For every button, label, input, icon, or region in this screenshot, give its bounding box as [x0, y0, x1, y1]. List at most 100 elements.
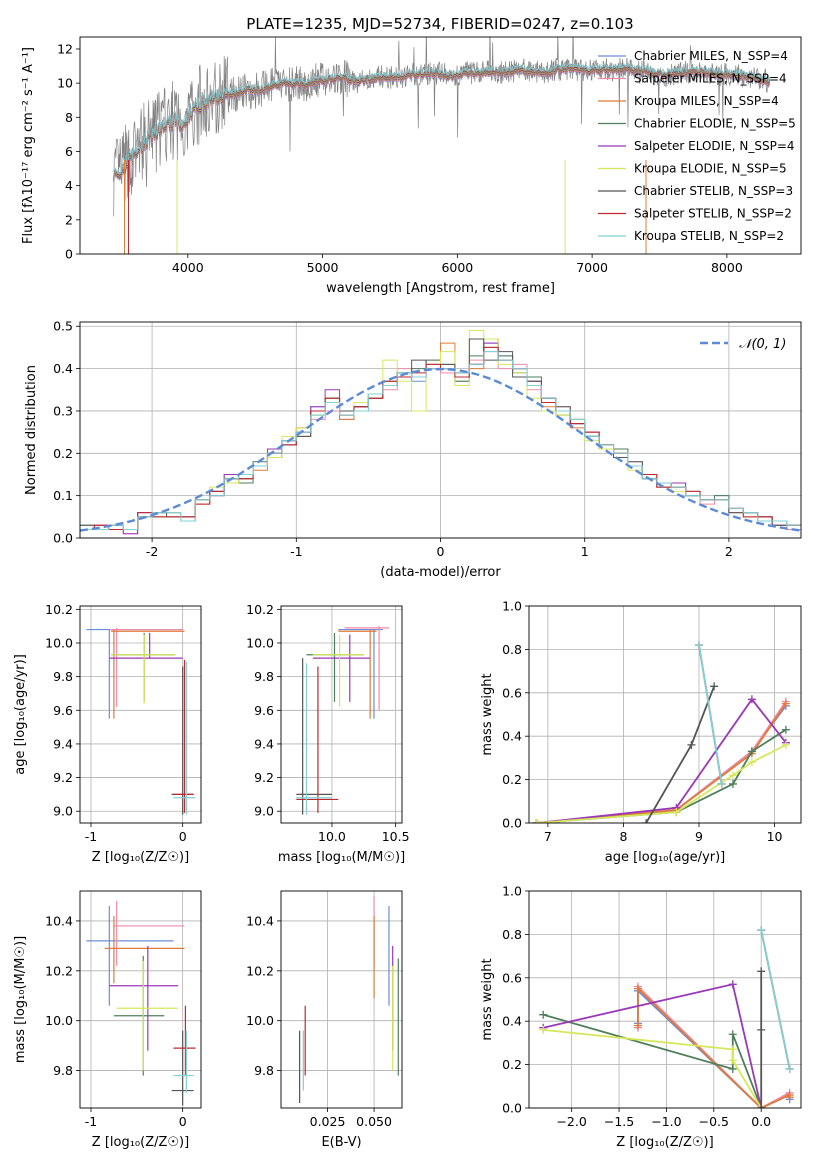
legend-label: Chabrier ELODIE, N_SSP=5 — [634, 117, 796, 131]
y-tick-label: 10.0 — [45, 1013, 73, 1028]
legend-label: Salpeter MILES, N_SSP=4 — [634, 72, 787, 86]
weight-marker — [757, 1104, 766, 1108]
weight-marker — [728, 1064, 737, 1073]
y-tick-label: 10.0 — [45, 636, 73, 651]
weight-line — [536, 703, 787, 823]
legend-label: Chabrier STELIB, N_SSP=3 — [634, 184, 793, 198]
y-tick-label: 6 — [65, 144, 73, 159]
x-tick-label: -1 — [290, 544, 302, 559]
plot-area — [86, 900, 196, 1106]
y-tick-label: 0.4 — [53, 361, 73, 376]
x-axis-label: Z [log₁₀(Z/Z☉)] — [92, 1135, 189, 1150]
legend-label: Kroupa MILES, N_SSP=4 — [634, 94, 779, 108]
y-tick-label: 0.8 — [502, 927, 522, 942]
y-tick-label: 9.0 — [53, 804, 73, 819]
y-tick-label: 9.8 — [254, 669, 274, 684]
weight-marker — [781, 725, 790, 734]
y-tick-label: 2 — [65, 212, 73, 227]
panel-mass-vs-z: -1 0 9.8 10.0 10.2 10.4 Z [log₁₀(Z/Z☉)] mass [l… — [13, 890, 202, 1150]
y-tick-label: 9.2 — [254, 770, 274, 785]
y-axis-label: age [log₁₀(age/yr)] — [13, 654, 28, 775]
figure-title: PLATE=1235, MJD=52734, FIBERID=0247, z=0… — [246, 15, 633, 33]
y-tick-label: 0.1 — [53, 488, 73, 503]
y-tick-label: 10 — [57, 76, 73, 91]
y-tick-label: 0.2 — [53, 446, 73, 461]
x-tick-label: 8000 — [711, 260, 743, 275]
weight-marker — [757, 1025, 766, 1034]
x-axis-label: (data-model)/error — [380, 565, 501, 580]
panel-age-vs-z: -1 0 9.0 9.2 9.4 9.6 9.8 10.0 10.2 Z [log₁₀(Z/Z☉)… — [13, 602, 202, 865]
weight-marker — [785, 1093, 794, 1102]
y-axis-label: mass weight — [480, 958, 495, 1040]
plot-area — [539, 926, 794, 1108]
legend: 𝒩(0, 1) — [700, 337, 786, 352]
weight-marker — [633, 1021, 642, 1030]
y-tick-label: 10.0 — [246, 1013, 274, 1028]
y-tick-label: 0.2 — [502, 772, 522, 787]
y-tick-label: 10.4 — [45, 913, 73, 928]
y-tick-label: 0.0 — [502, 1101, 522, 1116]
y-tick-label: 10.2 — [246, 963, 274, 978]
panel-age-vs-mass: 10.0 10.5 9.0 9.2 9.4 9.6 9.8 10.0 10.2 mass [log… — [246, 602, 409, 865]
weight-line — [536, 697, 787, 823]
y-tick-label: 1.0 — [502, 599, 522, 614]
x-tick-label: 10.5 — [382, 829, 410, 844]
weight-line — [760, 929, 791, 1070]
weight-marker — [747, 695, 756, 704]
y-tick-label: 0 — [65, 247, 73, 262]
legend-label: Chabrier MILES, N_SSP=4 — [634, 49, 788, 63]
panel-residuals: -2 -1 0 1 2 0.0 0.1 0.2 0.3 0.4 0.5 (data-model)/er… — [24, 319, 802, 580]
y-tick-label: 8 — [65, 110, 73, 125]
x-tick-label: -1 — [85, 829, 97, 844]
y-axis-label: mass [log₁₀(M/M☉)] — [13, 936, 28, 1063]
panel-spectrum: 4000 5000 6000 7000 8000 0 2 4 6 8 10 12 wavelength … — [21, 36, 802, 296]
axes-frame — [280, 890, 403, 1109]
y-tick-label: 0.2 — [502, 1057, 522, 1072]
weight-marker — [781, 699, 790, 708]
y-axis-label: Flux [fλ10⁻¹⁷ erg cm⁻² s⁻¹ A⁻¹] — [21, 47, 36, 244]
weight-marker — [642, 819, 651, 823]
y-tick-label: 10.2 — [246, 602, 274, 617]
x-tick-label: −0.5 — [699, 1114, 729, 1129]
x-axis-label: Z [log₁₀(Z/Z☉)] — [92, 850, 189, 865]
y-tick-label: 0.4 — [502, 1014, 522, 1029]
y-tick-label: 9.4 — [254, 736, 274, 751]
panel-weight-vs-age: 7 8 9 10 0.0 0.2 0.4 0.6 0.8 1.0 age [log₁₀(age/yr… — [480, 599, 802, 865]
plot-area — [86, 627, 196, 815]
weight-marker — [710, 682, 719, 691]
weight-line — [543, 1028, 762, 1108]
y-tick-label: 12 — [57, 41, 73, 56]
weight-marker — [728, 1056, 737, 1065]
y-tick-label: 9.8 — [53, 1063, 73, 1078]
x-tick-label: 6000 — [441, 260, 473, 275]
plot-area — [296, 626, 390, 815]
legend-label: 𝒩(0, 1) — [739, 337, 786, 352]
weight-marker — [539, 1025, 548, 1034]
x-axis-label: E(B-V) — [321, 1135, 361, 1150]
weight-marker — [728, 980, 737, 989]
weight-marker — [532, 819, 541, 823]
y-tick-label: 0.5 — [53, 319, 73, 334]
y-tick-label: 0.8 — [502, 642, 522, 657]
legend-label: Kroupa STELIB, N_SSP=2 — [634, 229, 784, 243]
axes-frame — [79, 321, 802, 539]
y-tick-label: 0.6 — [502, 685, 522, 700]
y-tick-label: 0.6 — [502, 970, 522, 985]
y-tick-label: 9.6 — [254, 703, 274, 718]
weight-marker — [729, 771, 737, 780]
y-axis-label: Normed distribution — [24, 365, 39, 495]
weight-marker — [728, 1030, 737, 1039]
y-tick-label: 4 — [65, 178, 73, 193]
x-tick-label: 5000 — [307, 260, 339, 275]
gaussian-curve — [80, 367, 801, 532]
x-tick-label: 0.025 — [310, 1114, 346, 1129]
plot-area — [299, 895, 399, 1104]
y-tick-label: 9.6 — [53, 703, 73, 718]
x-axis-label: wavelength [Angstrom, rest frame] — [326, 281, 555, 296]
axes-frame — [528, 605, 802, 824]
x-axis-label: mass [log₁₀(M/M☉)] — [278, 850, 405, 865]
x-tick-label: −1.0 — [651, 1114, 681, 1129]
axes-frame — [280, 605, 403, 824]
weight-marker — [757, 967, 766, 976]
